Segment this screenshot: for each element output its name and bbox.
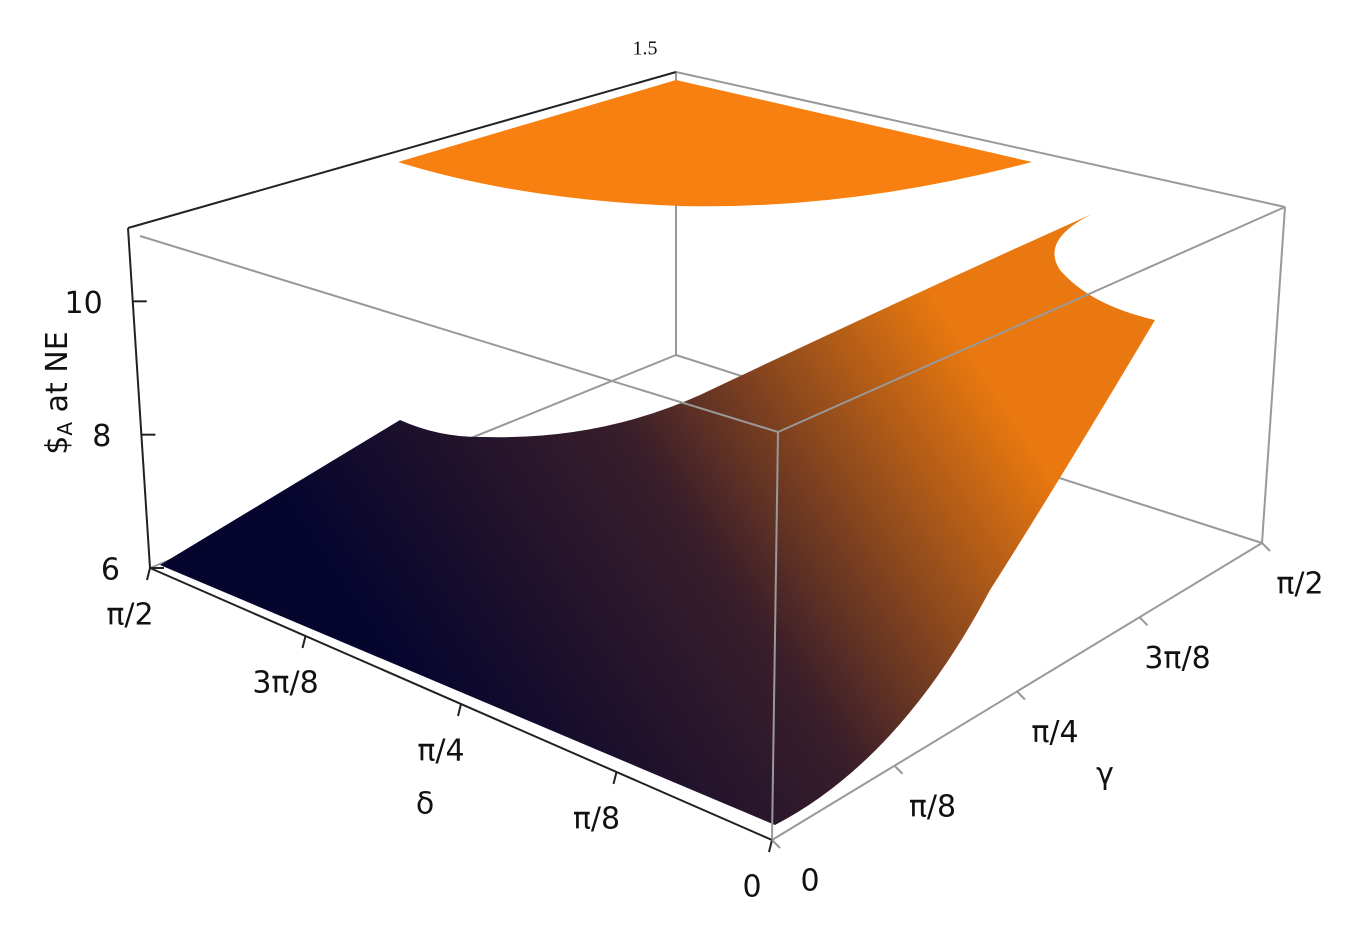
y-tick-label: π/2 bbox=[1276, 567, 1323, 602]
z-axis-label: $A at NE bbox=[40, 331, 77, 454]
y-tick bbox=[771, 839, 781, 849]
z-label-main: $ bbox=[40, 436, 75, 455]
y-tick bbox=[1016, 690, 1026, 701]
z-label-sub: A bbox=[53, 422, 77, 436]
x-tick bbox=[612, 771, 618, 785]
y-tick-label: 3π/8 bbox=[1144, 641, 1210, 676]
x-tick-label: π/4 bbox=[417, 734, 464, 769]
y-tick-label: π/8 bbox=[909, 789, 956, 824]
z-tick-label: 10 bbox=[65, 286, 103, 321]
x-tick-label: π/2 bbox=[106, 598, 153, 633]
y-tick bbox=[893, 765, 904, 775]
y-axis-label: γ bbox=[1096, 757, 1114, 792]
top-tick-label: 1.5 bbox=[633, 38, 658, 60]
x-tick-label: 0 bbox=[742, 870, 761, 905]
upper-surface bbox=[398, 80, 1032, 207]
x-tick bbox=[768, 839, 773, 853]
z-label-rest: at NE bbox=[40, 331, 75, 422]
box-front bbox=[127, 71, 1286, 841]
z-tick-label: 6 bbox=[101, 553, 120, 588]
x-axis-label: δ bbox=[416, 787, 434, 822]
y-tick bbox=[1138, 616, 1149, 626]
z-tick-label: 8 bbox=[92, 419, 111, 454]
y-tick bbox=[1261, 542, 1271, 552]
y-tick-label: π/4 bbox=[1031, 715, 1078, 750]
x-tick bbox=[457, 703, 462, 717]
x-tick bbox=[146, 567, 151, 581]
x-tick-label: 3π/8 bbox=[252, 666, 318, 701]
x-tick-label: π/8 bbox=[573, 802, 620, 837]
x-tick bbox=[301, 635, 307, 649]
lower-surface bbox=[160, 214, 1155, 825]
y-tick-label: 0 bbox=[800, 864, 819, 899]
